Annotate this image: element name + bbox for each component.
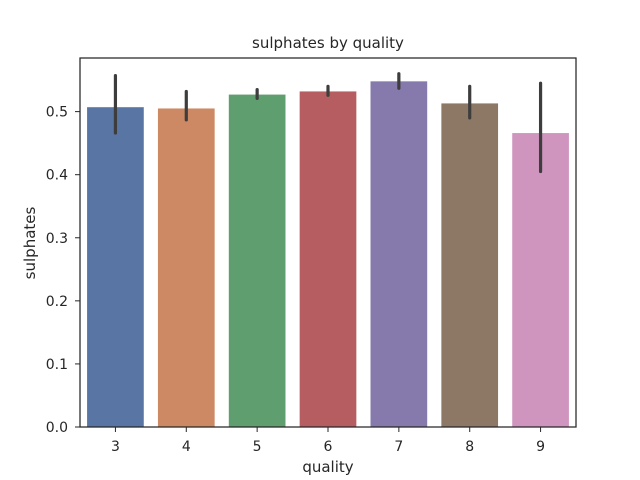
y-tick-label: 0.5 bbox=[46, 105, 68, 121]
y-axis-title: sulphates bbox=[21, 207, 39, 280]
x-axis: 3 4 5 6 7 8 9 bbox=[111, 427, 545, 455]
y-axis: 0.0 0.1 0.2 0.3 0.4 0.5 bbox=[46, 105, 80, 436]
x-tick-label: 3 bbox=[111, 439, 120, 455]
plot-frame bbox=[79, 57, 577, 428]
bars-group bbox=[87, 81, 569, 428]
bar-quality-7 bbox=[370, 81, 428, 427]
x-tick-label: 6 bbox=[324, 439, 333, 455]
y-tick-label: 0.2 bbox=[46, 294, 68, 310]
bar-quality-3 bbox=[87, 107, 144, 427]
x-tick-label: 8 bbox=[465, 439, 474, 455]
bar-quality-4 bbox=[157, 108, 215, 427]
y-tick-label: 0.0 bbox=[46, 420, 68, 436]
x-tick-label: 9 bbox=[536, 439, 545, 455]
x-axis-title: quality bbox=[302, 458, 353, 476]
y-tick-label: 0.1 bbox=[46, 357, 68, 373]
y-tick-label: 0.4 bbox=[46, 168, 68, 184]
bar-quality-8 bbox=[441, 103, 499, 428]
x-tick-label: 5 bbox=[253, 439, 262, 455]
x-tick-label: 4 bbox=[182, 439, 191, 455]
chart-title: sulphates by quality bbox=[252, 34, 404, 52]
error-bars-group bbox=[113, 72, 543, 174]
y-tick-label: 0.3 bbox=[46, 231, 68, 247]
bar-quality-5 bbox=[228, 94, 286, 427]
bar-quality-9 bbox=[512, 133, 569, 428]
bar-quality-6 bbox=[299, 91, 357, 427]
x-tick-label: 7 bbox=[394, 439, 403, 455]
